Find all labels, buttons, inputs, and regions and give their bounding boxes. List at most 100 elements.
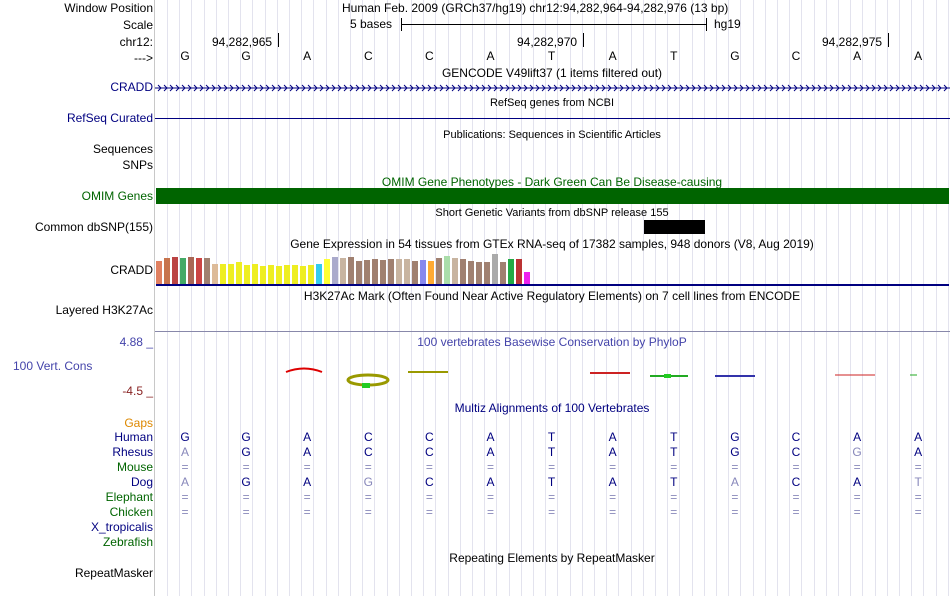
aligned-base: =	[914, 505, 922, 519]
gtex-tissue-bar[interactable]	[276, 266, 282, 284]
multiz-track-title[interactable]: Multiz Alignments of 100 Vertebrates	[454, 401, 650, 415]
gtex-tissue-bar[interactable]	[516, 259, 522, 284]
aligned-base: T	[670, 430, 678, 444]
publications-track-title[interactable]: Publications: Sequences in Scientific Ar…	[443, 129, 661, 141]
gtex-tissue-bar[interactable]	[444, 256, 450, 284]
species-label[interactable]: Zebrafish	[102, 535, 153, 549]
gtex-tissue-bar[interactable]	[236, 262, 242, 284]
gtex-tissue-bar[interactable]	[228, 264, 234, 284]
gtex-tissue-bar[interactable]	[492, 254, 498, 284]
aligned-base: C	[791, 430, 801, 444]
gtex-tissue-bar[interactable]	[284, 265, 290, 284]
gtex-tissue-bar[interactable]	[460, 259, 466, 284]
aligned-base: =	[303, 490, 311, 504]
h3k27ac-track-label[interactable]: Layered H3K27Ac	[55, 303, 153, 317]
gtex-tissue-bar[interactable]	[332, 257, 338, 284]
aligned-base: =	[303, 460, 311, 474]
omim-track-label[interactable]: OMIM Genes	[81, 189, 153, 203]
gtex-tissue-bar[interactable]	[244, 265, 250, 284]
gtex-tissue-bar[interactable]	[420, 260, 426, 284]
base-letter: C	[363, 49, 373, 63]
gtex-tissue-bar[interactable]	[348, 257, 354, 284]
gtex-tissue-bar[interactable]	[468, 261, 474, 284]
gtex-tissue-bar[interactable]	[164, 258, 170, 284]
gtex-tissue-bar[interactable]	[204, 258, 210, 284]
species-label[interactable]: X_tropicalis	[90, 520, 153, 534]
gtex-tissue-bar[interactable]	[508, 259, 514, 284]
gtex-tissue-bar[interactable]	[404, 259, 410, 284]
gtex-tissue-bar[interactable]	[180, 258, 186, 284]
dbsnp-track-title[interactable]: Short Genetic Variants from dbSNP releas…	[435, 207, 669, 219]
aligned-base: =	[670, 490, 678, 504]
gtex-tissue-bar[interactable]	[292, 265, 298, 284]
repeatmasker-track-title[interactable]: Repeating Elements by RepeatMasker	[449, 551, 655, 565]
phylop-track-title[interactable]: 100 vertebrates Basewise Conservation by…	[417, 335, 687, 349]
aligned-base: =	[486, 490, 495, 504]
gtex-tissue-bar[interactable]	[260, 266, 266, 284]
species-label[interactable]: Rhesus	[112, 445, 153, 459]
gtex-tissue-bar[interactable]	[380, 260, 386, 284]
gtex-tissue-bar[interactable]	[396, 259, 402, 284]
h3k27ac-track-title[interactable]: H3K27Ac Mark (Often Found Near Active Re…	[303, 289, 801, 303]
phylop-signal[interactable]	[155, 362, 950, 392]
position-tick	[583, 33, 584, 47]
gtex-tissue-bar[interactable]	[300, 266, 306, 284]
gtex-tissue-bar[interactable]	[172, 257, 178, 284]
phylop-track-label[interactable]: 100 Vert. Cons	[13, 359, 93, 373]
gtex-track-label[interactable]: CRADD	[110, 263, 153, 277]
omim-phenotype-feature[interactable]	[156, 188, 949, 204]
aligned-base: G	[730, 430, 740, 444]
gtex-tissue-bar[interactable]	[188, 257, 194, 284]
refseq-track-label[interactable]: RefSeq Curated	[66, 111, 153, 125]
gtex-tissue-bar[interactable]	[484, 262, 490, 284]
refseq-track-title[interactable]: RefSeq genes from NCBI	[489, 97, 615, 109]
aligned-base: A	[486, 475, 495, 489]
gtex-tissue-bar[interactable]	[220, 264, 226, 284]
species-label[interactable]: Mouse	[116, 460, 153, 474]
gtex-tissue-bar[interactable]	[412, 261, 418, 284]
aligned-base: G	[730, 445, 740, 459]
gtex-tissue-bar[interactable]	[364, 260, 370, 284]
gtex-tissue-bar[interactable]	[500, 262, 506, 284]
gtex-tissue-bar[interactable]	[388, 259, 394, 284]
gtex-tissue-bar[interactable]	[212, 264, 218, 284]
gtex-tissue-bar[interactable]	[428, 261, 434, 284]
gtex-tissue-bar[interactable]	[476, 262, 482, 284]
aligned-base: T	[547, 430, 556, 444]
gtex-track-title[interactable]: Gene Expression in 54 tissues from GTEx …	[290, 237, 814, 251]
aligned-base: A	[914, 445, 923, 459]
species-label[interactable]: Chicken	[109, 505, 153, 519]
gtex-tissue-bar[interactable]	[324, 259, 330, 284]
gtex-tissue-bar[interactable]	[316, 264, 322, 284]
gtex-tissue-bar[interactable]	[452, 258, 458, 284]
label-divider	[154, 0, 155, 596]
dbsnp-track-label[interactable]: Common dbSNP(155)	[34, 220, 153, 234]
gtex-tissue-bar[interactable]	[268, 265, 274, 284]
species-label[interactable]: Human	[114, 430, 153, 444]
gtex-tissue-bar[interactable]	[356, 261, 362, 284]
omim-track-title[interactable]: OMIM Gene Phenotypes - Dark Green Can Be…	[381, 175, 723, 189]
gencode-gene-feature[interactable]	[155, 82, 950, 94]
refseq-gene-feature[interactable]	[155, 118, 950, 119]
repeatmasker-track-label[interactable]: RepeatMasker	[74, 566, 153, 580]
gtex-tissue-bar[interactable]	[372, 259, 378, 284]
publications-track-label[interactable]: Sequences	[92, 142, 153, 156]
species-label[interactable]: Elephant	[105, 490, 153, 504]
gtex-tissue-bar[interactable]	[252, 264, 258, 284]
aligned-base: =	[914, 460, 922, 474]
gtex-tissue-bar[interactable]	[340, 258, 346, 284]
aligned-base: C	[363, 430, 373, 444]
gencode-track-label[interactable]: CRADD	[110, 80, 153, 94]
gtex-tissue-bar[interactable]	[308, 265, 314, 284]
gaps-track-label[interactable]: Gaps	[124, 416, 153, 430]
gtex-tissue-bar[interactable]	[196, 258, 202, 284]
snps-track-label[interactable]: SNPs	[122, 158, 153, 172]
gtex-tissue-bar[interactable]	[156, 261, 162, 284]
gtex-tissue-bar[interactable]	[436, 258, 442, 284]
aligned-base: A	[180, 475, 190, 489]
gtex-tissue-bar[interactable]	[524, 272, 530, 284]
dbsnp-variant[interactable]	[644, 220, 705, 234]
gtex-expression-bars[interactable]	[156, 251, 556, 285]
gencode-track-title[interactable]: GENCODE V49lift37 (1 items filtered out)	[441, 66, 663, 80]
species-label[interactable]: Dog	[130, 475, 153, 489]
